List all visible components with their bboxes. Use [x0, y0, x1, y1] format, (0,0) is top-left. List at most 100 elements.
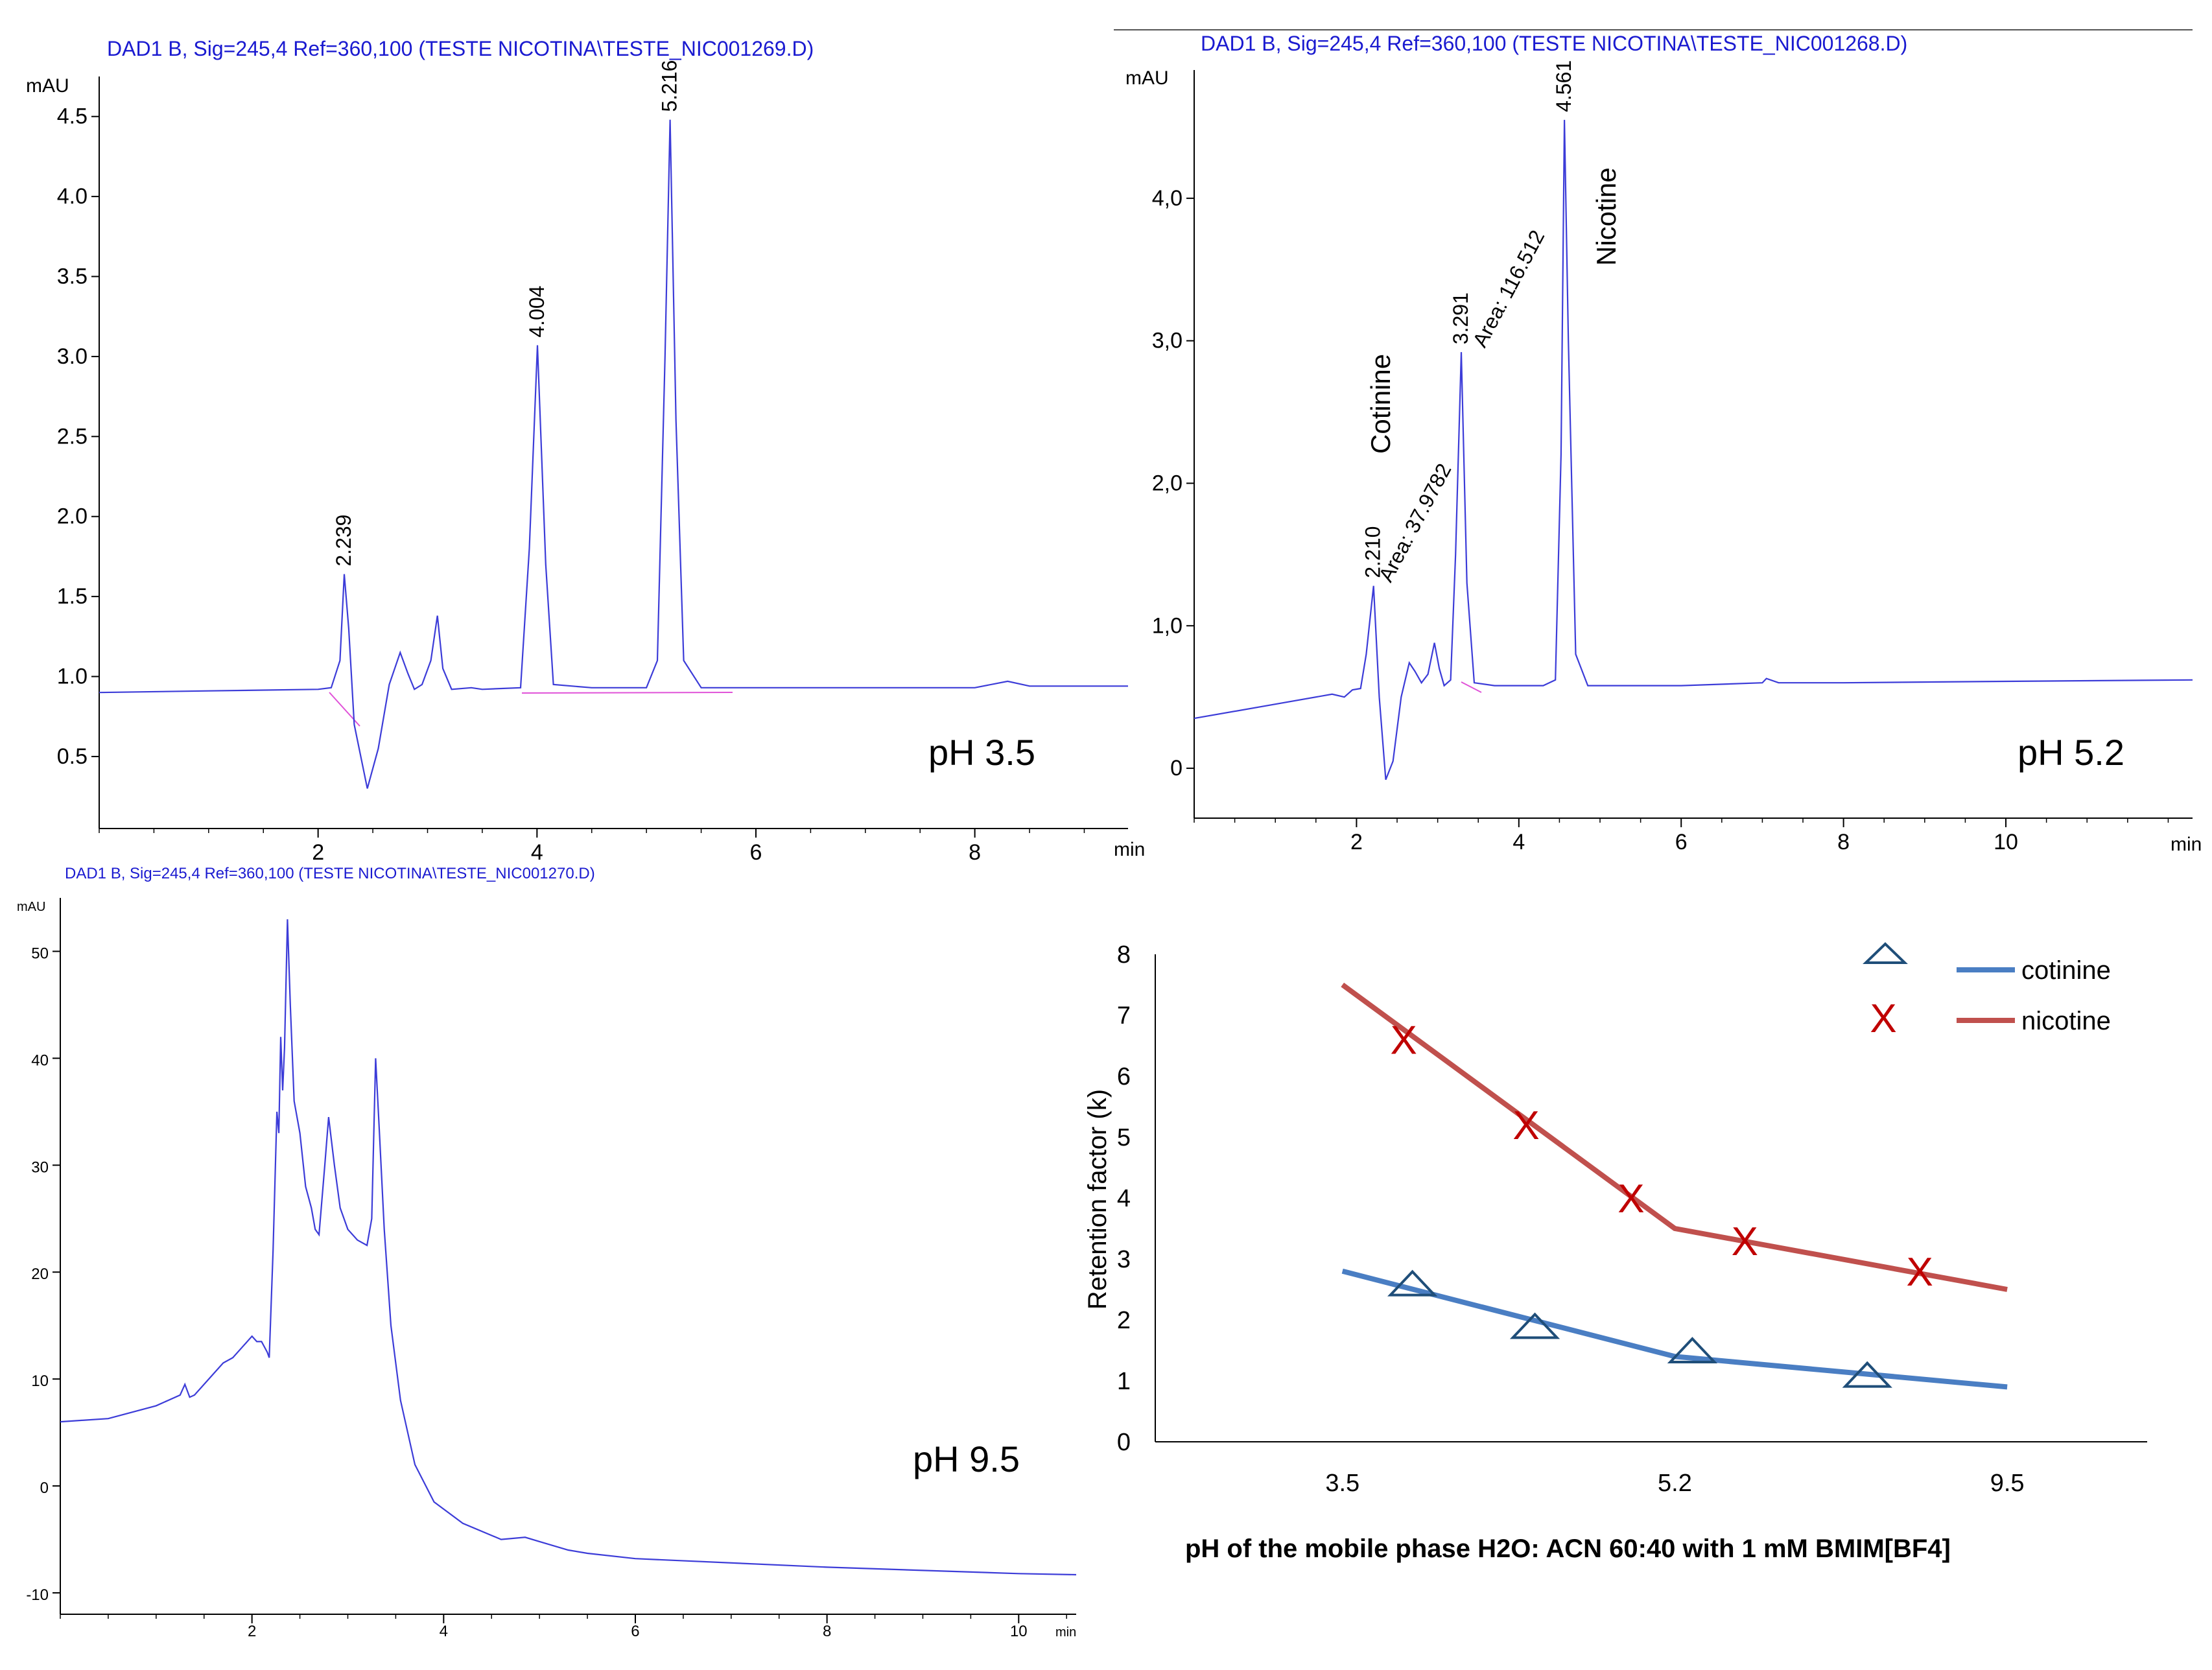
x-tick-label: 8 [969, 840, 981, 865]
x-tick-label: 4 [440, 1623, 448, 1640]
x-tick-labels: 2 4 6 8 10 [1194, 818, 2169, 854]
cotinine-marker [1842, 1361, 1892, 1388]
chromatogram-trace [1194, 119, 2193, 781]
nicotine-marker: X [1618, 1177, 1644, 1221]
y-tick-label: 30 [31, 1158, 49, 1176]
x-unit-label: min [2171, 834, 2202, 855]
nicotine-marker: X [1732, 1219, 1758, 1264]
x-tick-label: 6 [750, 840, 762, 865]
y-tick-label: 4.0 [57, 184, 88, 209]
y-tick-labels: 0 1,0 2,0 3,0 4,0 [1152, 186, 1194, 781]
y-tick-label: 1 [1117, 1368, 1131, 1395]
y-tick-label: 0 [1170, 756, 1182, 781]
y-tick-label: 4.5 [57, 104, 88, 129]
series-lines [1341, 982, 2008, 1390]
chromatogram-header: DAD1 B, Sig=245,4 Ref=360,100 (TESTE NIC… [1201, 32, 1907, 55]
y-tick-label: 2.5 [57, 424, 88, 449]
nicotine-marker: X [1390, 1018, 1417, 1063]
y-unit-label: mAU [17, 900, 45, 914]
chromatogram-trace [99, 119, 1128, 789]
y-tick-label: 0.5 [57, 744, 88, 769]
x-tick-label: 8 [1837, 830, 1850, 854]
chromatogram-header: DAD1 B, Sig=245,4 Ref=360,100 (TESTE NIC… [65, 865, 595, 882]
nicotine-marker: X [1907, 1250, 1933, 1295]
chromatogram-ph35: DAD1 B, Sig=245,4 Ref=360,100 (TESTE NIC… [26, 37, 1145, 865]
y-tick-label: 0 [1117, 1429, 1131, 1456]
y-tick-label: 6 [1117, 1063, 1131, 1090]
x-tick-label: 2 [1350, 830, 1363, 854]
compound-label-cotinine: Cotinine [1365, 354, 1396, 454]
baseline-segment [1461, 681, 1482, 693]
x-axis-label: pH of the mobile phase H2O: ACN 60:40 wi… [1185, 1535, 1951, 1563]
x-tick-label: 9.5 [1990, 1470, 2025, 1497]
retention-factor-chart: 0 1 2 3 4 5 6 7 8 3.5 5.2 9.5 X X X X X Retention fact… [1083, 941, 2147, 1563]
series-markers: X X X X X [1387, 1018, 1933, 1388]
x-tick-label: 8 [823, 1623, 831, 1640]
y-tick-label: 8 [1117, 941, 1131, 969]
baseline-segment [521, 692, 733, 694]
peak-label: 2.210 [1361, 526, 1385, 578]
cotinine-marker [1667, 1337, 1718, 1363]
x-tick-label: 10 [1994, 830, 2018, 854]
y-tick-label: 10 [31, 1372, 49, 1390]
y-tick-label: 3,0 [1152, 329, 1182, 353]
peak-labels: 2.210 3.291 4.561 [1361, 60, 1575, 578]
x-tick-label: 6 [631, 1623, 639, 1640]
y-tick-label: 2 [1117, 1307, 1131, 1334]
peak-label: 4.561 [1552, 60, 1575, 112]
y-tick-label: 2,0 [1152, 471, 1182, 495]
x-unit-label: min [1055, 1625, 1076, 1640]
y-tick-labels: 0 1 2 3 4 5 6 7 8 [1117, 941, 1131, 1456]
y-tick-label: -10 [26, 1586, 49, 1604]
baseline-segment [329, 692, 360, 727]
y-tick-label: 1,0 [1152, 613, 1182, 638]
y-tick-label: 3.0 [57, 344, 88, 369]
x-tick-labels: 2 4 6 8 [99, 829, 1085, 865]
y-tick-labels: -10 0 10 20 30 40 50 [26, 945, 60, 1604]
y-tick-label: 0 [40, 1479, 49, 1497]
area-label: Area: 116.512 [1468, 226, 1549, 351]
chromatogram-ph95: DAD1 B, Sig=245,4 Ref=360,100 (TESTE NIC… [17, 865, 1076, 1640]
x-tick-label: 2 [312, 840, 324, 865]
ph-label: pH 9.5 [913, 1439, 1020, 1479]
y-unit-label: mAU [1125, 67, 1169, 89]
legend-label-cotinine: cotinine [2021, 956, 2111, 985]
cotinine-marker [1387, 1269, 1438, 1297]
y-tick-labels: 0.5 1.0 1.5 2.0 2.5 3.0 3.5 4.0 4.5 [57, 104, 99, 769]
x-tick-label: 2 [248, 1623, 256, 1640]
peak-label: 2.239 [332, 515, 355, 567]
y-tick-label: 4 [1117, 1185, 1131, 1212]
y-tick-label: 50 [31, 945, 49, 962]
y-tick-label: 7 [1117, 1002, 1131, 1029]
y-axis-label: Retention factor (k) [1083, 1089, 1112, 1310]
x-tick-label: 6 [1675, 830, 1688, 854]
cotinine-marker [1509, 1312, 1560, 1339]
y-tick-label: 1.0 [57, 664, 88, 689]
legend-x-marker: X [1870, 996, 1896, 1041]
chromatogram-trace [60, 919, 1077, 1576]
x-tick-labels: 3.5 5.2 9.5 [1325, 1470, 2024, 1497]
y-unit-label: mAU [26, 75, 69, 97]
peak-labels: 2.239 4.004 5.216 [332, 60, 681, 567]
area-label: Area: 37.9782 [1374, 460, 1455, 585]
y-tick-label: 1.5 [57, 584, 88, 609]
compound-label-nicotine: Nicotine [1591, 167, 1621, 266]
x-tick-label: 4 [531, 840, 543, 865]
ph-label: pH 3.5 [928, 732, 1035, 773]
y-tick-label: 2.0 [57, 504, 88, 529]
series-line-nicotine [1341, 982, 2008, 1292]
chromatogram-header: DAD1 B, Sig=245,4 Ref=360,100 (TESTE NIC… [107, 37, 814, 60]
x-tick-labels: 2 4 6 8 10 [60, 1614, 1067, 1640]
x-unit-label: min [1114, 839, 1145, 860]
y-tick-label: 3.5 [57, 265, 88, 289]
peak-label: 5.216 [658, 60, 681, 112]
y-tick-label: 5 [1117, 1124, 1131, 1151]
y-tick-label: 40 [31, 1052, 49, 1069]
x-tick-label: 4 [1512, 830, 1525, 854]
x-tick-label: 5.2 [1658, 1470, 1692, 1497]
y-tick-label: 4,0 [1152, 186, 1182, 211]
legend: cotinine X nicotine [1863, 942, 2111, 1041]
x-tick-label: 10 [1010, 1623, 1028, 1640]
chromatogram-ph52: DAD1 B, Sig=245,4 Ref=360,100 (TESTE NIC… [1114, 29, 2202, 855]
